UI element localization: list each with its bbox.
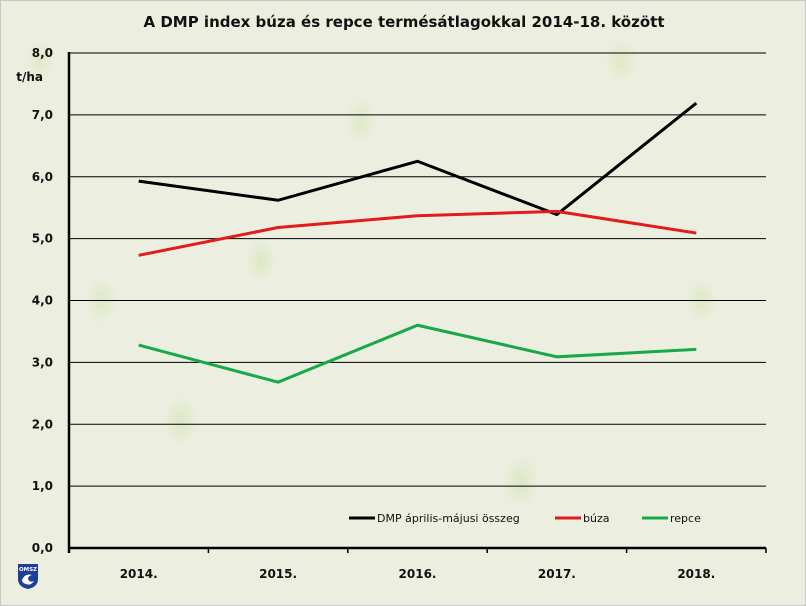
x-tick-label: 2018. <box>677 567 715 581</box>
legend-label: DMP április-májusi összeg <box>377 512 520 525</box>
axes <box>67 52 767 553</box>
y-tick-label: 5,0 <box>32 232 53 246</box>
omsz-logo: OMSZ <box>18 564 38 589</box>
legend-label: búza <box>583 512 609 525</box>
y-tick-label: 0,0 <box>32 541 53 555</box>
y-axis-unit-label: t/ha <box>16 70 43 84</box>
y-tick-label: 7,0 <box>32 108 53 122</box>
x-tick-label: 2017. <box>538 567 576 581</box>
series-line-0 <box>138 101 698 217</box>
chart-title: A DMP index búza és repce termésátlagokk… <box>144 13 665 31</box>
y-tick-label: 2,0 <box>32 417 53 431</box>
series-line-2 <box>138 323 697 384</box>
y-tick-label: 1,0 <box>32 479 53 493</box>
y-tick-label: 8,0 <box>32 46 53 60</box>
x-tick-labels: 2014. 2015. 2016. 2017. 2018. <box>120 567 716 581</box>
legend-label: repce <box>670 512 701 525</box>
series-lines <box>138 101 698 384</box>
y-tick-label: 6,0 <box>32 170 53 184</box>
y-tick-label: 4,0 <box>32 294 53 308</box>
logo-text: OMSZ <box>19 567 37 573</box>
series-line-1 <box>138 209 697 257</box>
x-tick-label: 2015. <box>259 567 297 581</box>
x-tick-label: 2016. <box>399 567 437 581</box>
y-tick-labels: 0,0 1,0 2,0 3,0 4,0 5,0 6,0 7,0 8,0 <box>32 46 53 555</box>
x-tick-label: 2014. <box>120 567 158 581</box>
gridlines <box>69 52 766 487</box>
legend: DMP április-májusi összeg búza repce <box>349 512 701 525</box>
y-tick-label: 3,0 <box>32 355 53 369</box>
